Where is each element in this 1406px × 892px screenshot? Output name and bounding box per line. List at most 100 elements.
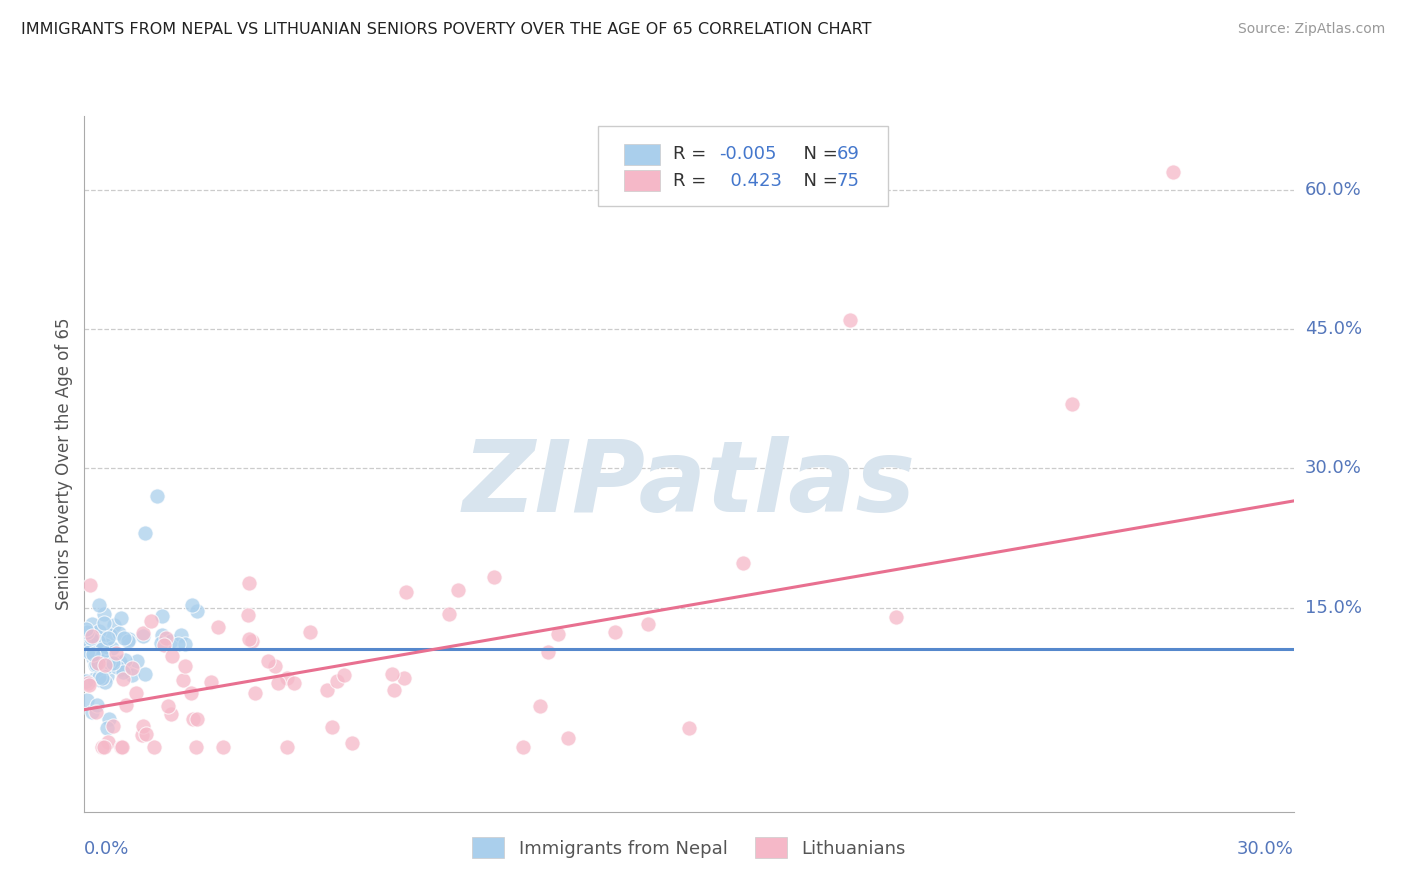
Point (111, 739, 134, 754)
Point (90, 739, 112, 754)
Point (89, 673, 111, 687)
Point (93, 739, 115, 754)
Point (114, 653, 136, 667)
Point (603, 625, 626, 640)
Point (333, 668, 356, 682)
Point (134, 526, 156, 541)
FancyBboxPatch shape (624, 170, 659, 191)
FancyBboxPatch shape (624, 144, 659, 165)
Point (267, 676, 290, 690)
Point (87, 657, 110, 671)
Point (135, 727, 157, 741)
Point (110, 662, 132, 676)
Point (94, 674, 117, 689)
Point (82, 651, 104, 665)
Text: ZIPatlas: ZIPatlas (463, 436, 915, 533)
Point (156, 699, 179, 714)
Text: N =: N = (792, 145, 844, 163)
Point (170, 628, 193, 642)
Point (96, 669, 118, 683)
Point (103, 618, 125, 632)
Point (76, 643, 98, 657)
Point (82, 647, 104, 661)
Point (134, 667, 156, 681)
Point (276, 739, 298, 754)
Point (80, 629, 103, 643)
Point (482, 570, 505, 584)
Point (125, 654, 148, 668)
Point (84, 626, 107, 640)
Point (84, 657, 107, 671)
Point (114, 660, 136, 674)
Point (75, 636, 97, 650)
Point (186, 604, 208, 618)
Point (139, 614, 162, 628)
Point (90, 648, 112, 663)
Point (117, 633, 139, 648)
Point (395, 584, 418, 599)
Point (121, 668, 143, 682)
Text: R =: R = (673, 145, 713, 163)
Point (152, 638, 174, 652)
Text: 0.423: 0.423 (720, 171, 782, 190)
Text: Source: ZipAtlas.com: Source: ZipAtlas.com (1237, 22, 1385, 37)
Point (181, 598, 204, 612)
Point (132, 719, 155, 733)
Point (159, 707, 181, 722)
Point (1060, 396, 1083, 410)
Point (98, 712, 121, 726)
Point (886, 610, 908, 624)
Point (77, 676, 100, 690)
Text: 60.0%: 60.0% (1305, 181, 1361, 199)
Point (315, 682, 337, 697)
Point (97, 735, 120, 749)
Point (75, 623, 97, 637)
Text: 15.0%: 15.0% (1305, 599, 1361, 616)
Point (93, 607, 115, 621)
Point (146, 489, 169, 503)
Point (131, 728, 153, 742)
Point (557, 731, 579, 745)
Point (86, 698, 108, 712)
Point (97, 631, 120, 645)
Point (181, 712, 204, 726)
Point (75, 674, 97, 689)
Point (299, 624, 322, 639)
Point (326, 673, 349, 688)
Text: 30.0%: 30.0% (1237, 839, 1294, 857)
Point (529, 699, 551, 714)
FancyBboxPatch shape (599, 127, 889, 206)
Point (108, 655, 131, 669)
Point (108, 626, 131, 640)
Point (637, 616, 659, 631)
Point (437, 607, 460, 621)
Point (77, 645, 100, 659)
Point (149, 636, 172, 650)
Point (236, 607, 259, 622)
Point (160, 649, 183, 664)
Point (96, 721, 118, 735)
Point (132, 625, 155, 640)
Point (142, 739, 165, 754)
Point (1161, 164, 1184, 178)
Point (83, 657, 105, 672)
Point (80, 616, 103, 631)
Point (94, 654, 117, 668)
Point (167, 637, 190, 651)
Point (87, 633, 110, 648)
Point (80, 631, 103, 645)
Point (173, 658, 195, 673)
Point (243, 686, 266, 700)
Point (90, 671, 112, 685)
Point (321, 720, 343, 734)
Y-axis label: Seniors Poverty Over the Age of 65: Seniors Poverty Over the Age of 65 (55, 318, 73, 610)
Text: R =: R = (673, 171, 713, 190)
Point (150, 609, 173, 624)
Text: 69: 69 (837, 145, 859, 163)
Point (111, 665, 134, 679)
Point (381, 667, 404, 681)
Point (276, 671, 298, 685)
Point (91, 651, 114, 665)
Point (257, 654, 280, 668)
Point (101, 719, 124, 733)
